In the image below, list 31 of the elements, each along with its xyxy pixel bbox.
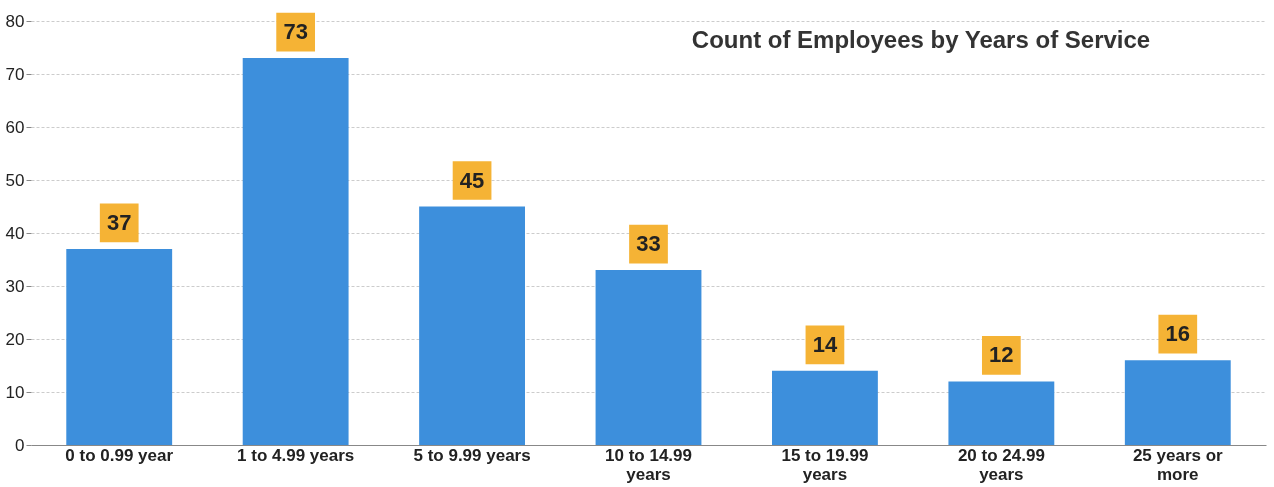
x-tick-label: 20 to 24.99 years <box>957 445 1045 484</box>
x-tick-label: 5 to 9.99 years <box>413 445 531 465</box>
x-tick-label: 0 to 0.99 year <box>65 445 174 465</box>
bar <box>595 270 702 445</box>
bar <box>66 248 173 445</box>
y-tick-label: 40 <box>5 223 25 243</box>
x-tick-label: 1 to 4.99 years <box>237 445 355 465</box>
data-label: 45 <box>459 167 485 193</box>
x-tick-label: 25 years or more <box>1132 445 1224 484</box>
y-tick-label: 60 <box>5 117 25 137</box>
y-tick-label: 30 <box>5 276 25 296</box>
x-tick-label: 15 to 19.99 years <box>781 445 869 484</box>
data-label: 12 <box>989 342 1014 368</box>
bar <box>1124 360 1231 445</box>
chart-title: Count of Employees by Years of Service <box>691 26 1151 53</box>
y-tick-label: 20 <box>5 329 25 349</box>
data-label: 73 <box>283 19 308 45</box>
bar <box>948 381 1055 445</box>
data-label: 37 <box>106 209 132 235</box>
y-tick-label: 80 <box>5 11 25 31</box>
bar <box>772 370 878 445</box>
bar <box>242 58 349 445</box>
data-label: 33 <box>636 231 661 257</box>
y-tick-label: 50 <box>5 170 25 190</box>
y-tick-label: 70 <box>5 64 25 84</box>
x-tick-label: 10 to 14.99 years <box>605 445 692 484</box>
y-tick-label: 10 <box>5 382 25 402</box>
y-tick-label: 0 <box>15 435 25 455</box>
bar <box>419 206 525 445</box>
data-label: 14 <box>812 331 838 357</box>
data-label: 16 <box>1165 321 1191 347</box>
